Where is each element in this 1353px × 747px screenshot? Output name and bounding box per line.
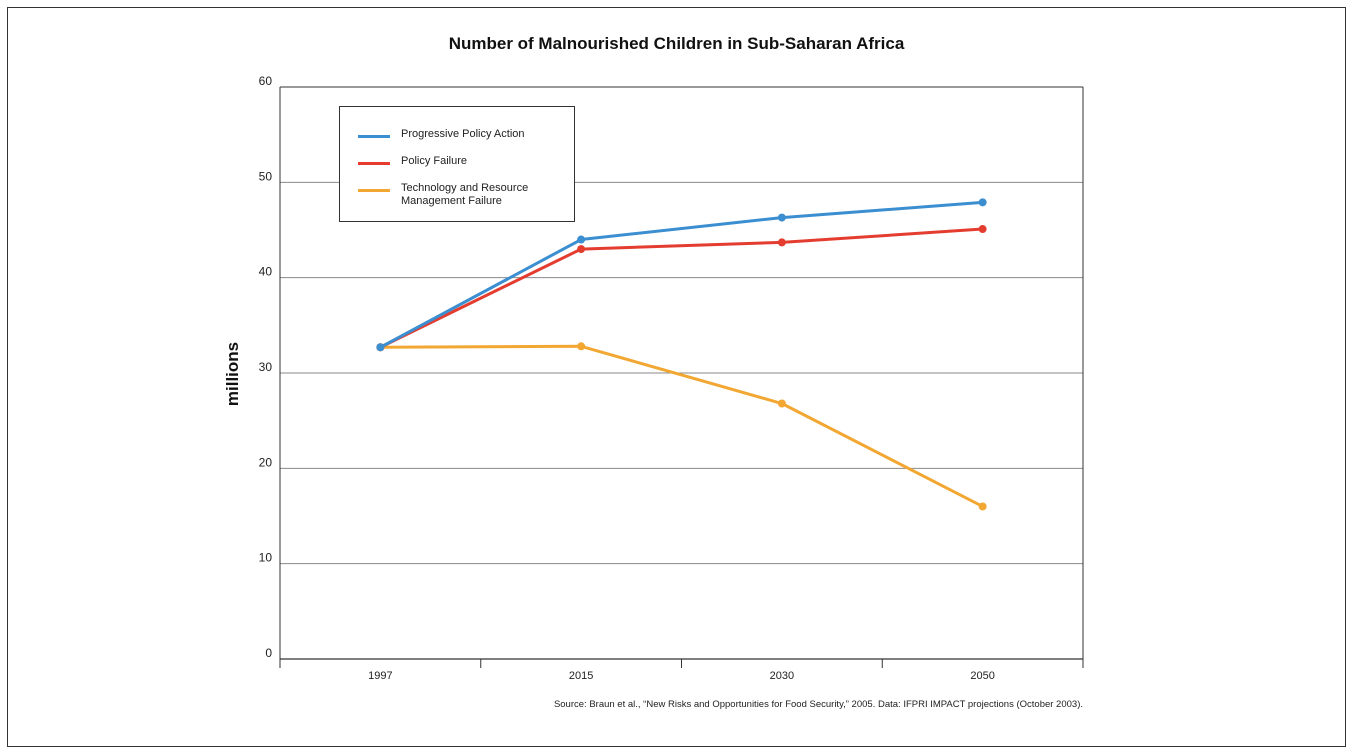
gridlines (280, 181, 1083, 565)
legend-label: Technology and Resource Management Failu… (401, 182, 529, 207)
data-point (978, 198, 987, 207)
legend-swatch (358, 162, 390, 165)
legend: Progressive Policy Action Policy Failure… (339, 106, 575, 222)
data-point (577, 245, 586, 254)
y-tick-label: 40 (259, 265, 273, 279)
legend-swatch (358, 189, 390, 192)
legend-swatch (358, 135, 390, 138)
series-line (378, 200, 985, 349)
legend-item-progressive-policy-action: Progressive Policy Action (358, 128, 566, 141)
axes (279, 86, 1084, 668)
chart-title: Number of Malnourished Children in Sub-S… (448, 34, 905, 53)
y-tick-label: 30 (259, 360, 273, 374)
series-line (378, 227, 985, 349)
data-point (577, 342, 586, 351)
data-point (978, 502, 987, 511)
x-tick-label: 2015 (569, 670, 593, 682)
data-point (777, 399, 786, 408)
legend-label: Progressive Policy Action (401, 128, 525, 140)
y-tick-label: 50 (259, 169, 273, 183)
legend-item-technology-resource-failure: Technology and Resource Management Failu… (358, 182, 551, 208)
x-tick-labels: 1997 2015 2030 2050 (368, 670, 995, 682)
legend-label: Policy Failure (401, 155, 468, 167)
data-point (777, 238, 786, 247)
data-point (978, 225, 987, 234)
legend-item-policy-failure: Policy Failure (358, 155, 566, 168)
y-tick-labels: 0 10 20 30 40 50 60 (259, 74, 273, 660)
data-point (376, 343, 385, 352)
x-tick-label: 2030 (770, 670, 794, 682)
x-tick-label: 1997 (368, 670, 392, 682)
data-point (777, 213, 786, 222)
y-tick-label: 20 (259, 455, 273, 469)
series-lines (378, 200, 985, 508)
x-tick-label: 2050 (970, 670, 994, 682)
y-tick-label: 0 (265, 646, 272, 660)
data-point (577, 235, 586, 244)
series-line (378, 344, 985, 508)
y-tick-label: 60 (259, 74, 273, 88)
series-points (376, 198, 987, 511)
y-tick-label: 10 (259, 551, 273, 565)
source-note: Source: Braun et al., “New Risks and Opp… (553, 699, 1083, 710)
